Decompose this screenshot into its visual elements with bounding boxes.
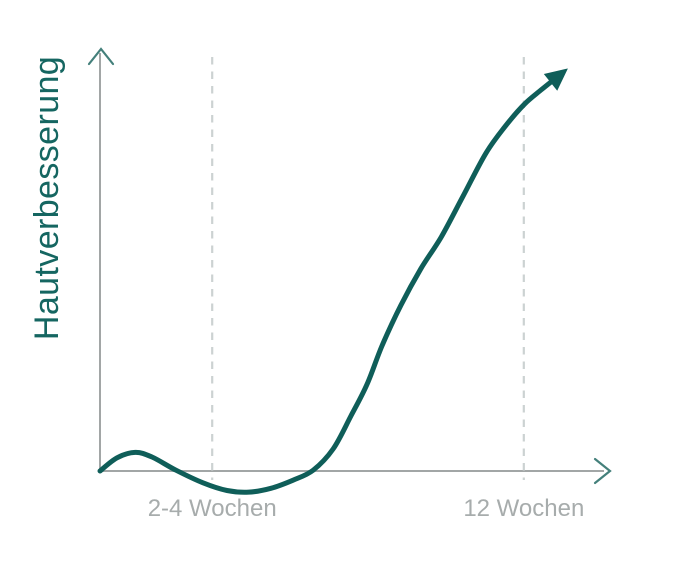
y-axis-title: Hautverbesserung	[28, 56, 66, 340]
improvement-curve	[97, 75, 559, 495]
curve-arrowhead-icon	[543, 68, 568, 91]
x-tick-2-4-wochen: 2-4 Wochen	[148, 495, 277, 522]
y-axis-arrow-icon	[87, 47, 115, 66]
x-tick-12-wochen: 12 Wochen	[463, 495, 584, 522]
x-axis-arrow-icon	[593, 457, 612, 485]
